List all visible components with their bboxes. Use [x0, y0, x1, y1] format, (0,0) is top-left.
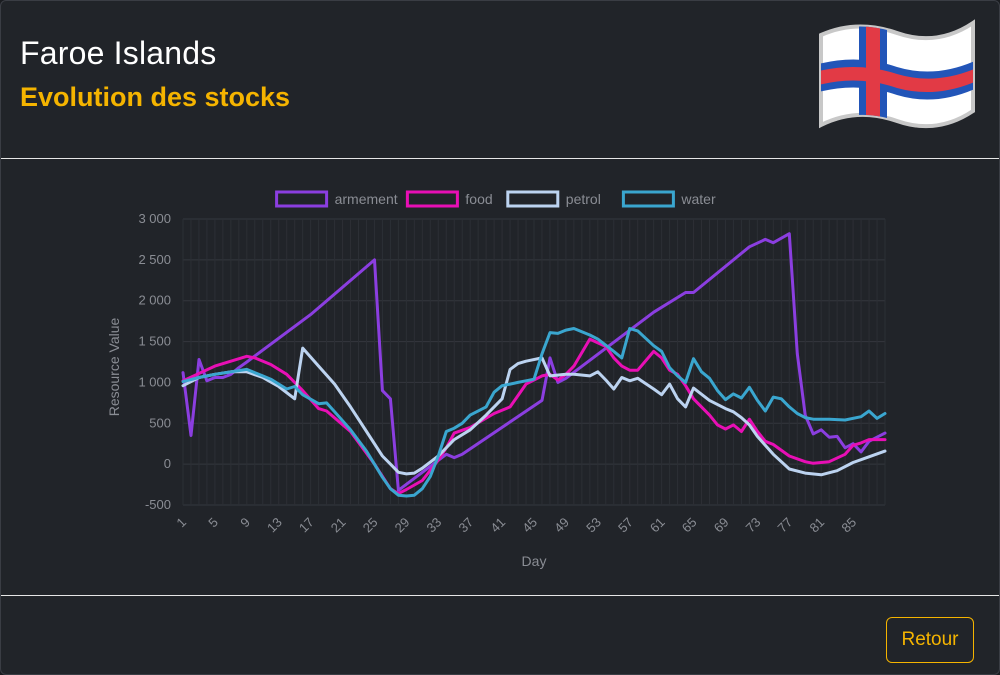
x-tick-label: 21: [328, 515, 349, 536]
x-tick-label: 57: [615, 515, 636, 536]
y-axis-title: Resource Value: [106, 318, 122, 417]
x-axis-ticks: 1 5 9 13 17 21 25 29 33 37 41 45 49 53 57 61 65 69 73 77 81 8…: [173, 515, 859, 536]
chart-legend: armement food petrol water: [275, 190, 716, 208]
legend-label-armement: armement: [335, 191, 398, 207]
chart-grid: [182, 218, 886, 506]
back-button[interactable]: Retour: [886, 617, 974, 663]
y-tick-label: 1 000: [138, 374, 171, 389]
y-tick-label: 500: [149, 415, 171, 430]
legend-label-water: water: [680, 191, 716, 207]
stock-evolution-subtitle: Evolution des stocks: [20, 82, 291, 112]
x-tick-label: 61: [647, 515, 668, 536]
x-tick-label: 53: [583, 515, 604, 536]
chart-series-group: [181, 232, 887, 498]
y-axis-ticks: 3 000 2 500 2 000 1 500 1 000 500 0 -500: [138, 211, 171, 512]
y-tick-label: 2 000: [138, 293, 171, 308]
legend-swatch-armement: [275, 190, 329, 208]
x-tick-label: 1: [173, 515, 189, 531]
legend-swatch-food: [405, 190, 459, 208]
x-tick-label: 45: [519, 515, 540, 536]
x-tick-label: 29: [392, 515, 413, 536]
y-tick-label: 3 000: [138, 211, 171, 226]
legend-label-food: food: [465, 191, 492, 207]
x-axis-title: Day: [522, 553, 547, 569]
y-tick-label: 0: [164, 456, 171, 471]
footer-divider: [1, 595, 999, 596]
modal-footer: Retour: [1, 597, 999, 674]
x-tick-label: 85: [838, 515, 859, 536]
x-tick-label: 81: [806, 515, 827, 536]
modal-body: 3 000 2 500 2 000 1 500 1 000 500 0 -500 1 5 9 13 1…: [1, 160, 999, 595]
x-tick-label: 73: [743, 515, 764, 536]
x-tick-label: 9: [237, 515, 253, 531]
y-tick-label: 1 500: [138, 334, 171, 349]
x-tick-label: 37: [455, 515, 476, 536]
x-tick-label: 65: [679, 515, 700, 536]
x-tick-label: 49: [551, 515, 572, 536]
legend-swatch-water: [621, 190, 675, 208]
x-tick-label: 5: [205, 515, 221, 531]
y-tick-label: 2 500: [138, 252, 171, 267]
legend-swatch-petrol: [506, 190, 560, 208]
x-tick-label: 25: [360, 515, 381, 536]
x-tick-label: 17: [296, 515, 317, 536]
y-tick-label: -500: [145, 497, 171, 512]
x-tick-label: 33: [424, 515, 445, 536]
x-tick-label: 69: [711, 515, 732, 536]
legend-label-petrol: petrol: [566, 191, 601, 207]
country-title: Faroe Islands: [20, 35, 217, 71]
series-line-petrol: [181, 346, 887, 477]
x-tick-label: 13: [264, 515, 285, 536]
series-line-water: [181, 327, 887, 498]
x-tick-label: 77: [775, 515, 796, 536]
x-tick-label: 41: [487, 515, 508, 536]
faroe-islands-flag-icon: [819, 19, 975, 129]
header-divider: [1, 158, 999, 159]
modal-header: Faroe Islands Evolution des stocks: [1, 1, 999, 159]
